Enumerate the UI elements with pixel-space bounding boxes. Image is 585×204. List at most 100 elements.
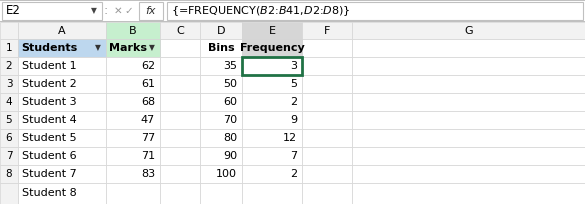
Text: 7: 7 [6, 151, 12, 161]
Bar [200, 39, 242, 57]
Text: G: G [464, 26, 473, 35]
Text: fx: fx [146, 6, 156, 16]
Text: 62: 62 [141, 61, 155, 71]
Bar [302, 111, 352, 129]
Text: :: : [104, 4, 108, 18]
Bar [106, 22, 160, 39]
Bar [302, 22, 352, 39]
Bar [0, 111, 18, 129]
Bar [352, 147, 585, 165]
Text: ✕: ✕ [113, 6, 122, 16]
Bar [242, 165, 302, 183]
Text: Marks: Marks [109, 43, 147, 53]
Bar [18, 111, 106, 129]
Bar [242, 57, 302, 75]
Text: Student 5: Student 5 [22, 133, 77, 143]
Bar [352, 39, 585, 57]
Text: Frequency: Frequency [240, 43, 304, 53]
Bar [242, 183, 302, 204]
Bar [242, 147, 302, 165]
Text: 5: 5 [290, 79, 297, 89]
Bar [352, 165, 585, 183]
Bar [242, 129, 302, 147]
Bar [160, 183, 200, 204]
Text: 71: 71 [141, 151, 155, 161]
Text: A: A [58, 26, 66, 35]
Bar [160, 39, 200, 57]
Text: D: D [217, 26, 225, 35]
Bar [106, 39, 160, 57]
Text: 50: 50 [223, 79, 237, 89]
Text: Bins: Bins [208, 43, 235, 53]
Bar [167, 2, 583, 20]
Text: E2: E2 [6, 4, 21, 18]
Text: Students: Students [21, 43, 77, 53]
Bar [106, 183, 160, 204]
Bar [242, 39, 302, 57]
Bar [302, 93, 352, 111]
Text: 77: 77 [141, 133, 155, 143]
Bar [200, 111, 242, 129]
Bar [106, 93, 160, 111]
Bar [18, 75, 106, 93]
Bar [200, 147, 242, 165]
Bar [302, 129, 352, 147]
Bar [200, 22, 242, 39]
Text: 1: 1 [6, 43, 12, 53]
Bar [0, 129, 18, 147]
Bar [242, 111, 302, 129]
Bar [200, 93, 242, 111]
Text: 4: 4 [6, 97, 12, 107]
Bar [352, 111, 585, 129]
Text: ▼: ▼ [91, 7, 97, 16]
Text: 2: 2 [6, 61, 12, 71]
Text: Student 6: Student 6 [22, 151, 77, 161]
Bar [352, 129, 585, 147]
Bar [0, 183, 18, 204]
Bar [160, 129, 200, 147]
Bar [18, 129, 106, 147]
Text: {=FREQUENCY($B$2:$B$41,$D$2:$D$8)}: {=FREQUENCY($B$2:$B$41,$D$2:$D$8)} [171, 4, 350, 18]
Text: E: E [269, 26, 276, 35]
Text: 6: 6 [6, 133, 12, 143]
Bar [302, 147, 352, 165]
Text: 61: 61 [141, 79, 155, 89]
Bar [352, 57, 585, 75]
Bar [106, 111, 160, 129]
Bar [18, 93, 106, 111]
Bar [106, 165, 160, 183]
Text: 60: 60 [223, 97, 237, 107]
Bar [160, 165, 200, 183]
Text: Student 1: Student 1 [22, 61, 77, 71]
Bar [200, 165, 242, 183]
Bar [0, 93, 18, 111]
Bar [352, 75, 585, 93]
Bar [302, 75, 352, 93]
Bar [160, 93, 200, 111]
Bar [160, 22, 200, 39]
Bar [18, 57, 106, 75]
Bar [302, 57, 352, 75]
Text: 68: 68 [141, 97, 155, 107]
Text: 2: 2 [290, 169, 297, 179]
Text: 9: 9 [290, 115, 297, 125]
Bar [242, 39, 302, 57]
Text: Student 2: Student 2 [22, 79, 77, 89]
Text: 7: 7 [290, 151, 297, 161]
Bar [160, 111, 200, 129]
Bar [242, 57, 302, 75]
Bar [106, 129, 160, 147]
Text: ▼: ▼ [149, 43, 155, 52]
Text: Student 3: Student 3 [22, 97, 77, 107]
Text: 83: 83 [141, 169, 155, 179]
Bar [160, 57, 200, 75]
Bar [0, 21, 585, 22]
Bar [200, 129, 242, 147]
Bar [200, 75, 242, 93]
Text: 3: 3 [6, 79, 12, 89]
Text: 90: 90 [223, 151, 237, 161]
Text: F: F [324, 26, 330, 35]
Bar [106, 39, 160, 57]
Text: 70: 70 [223, 115, 237, 125]
Text: 8: 8 [6, 169, 12, 179]
